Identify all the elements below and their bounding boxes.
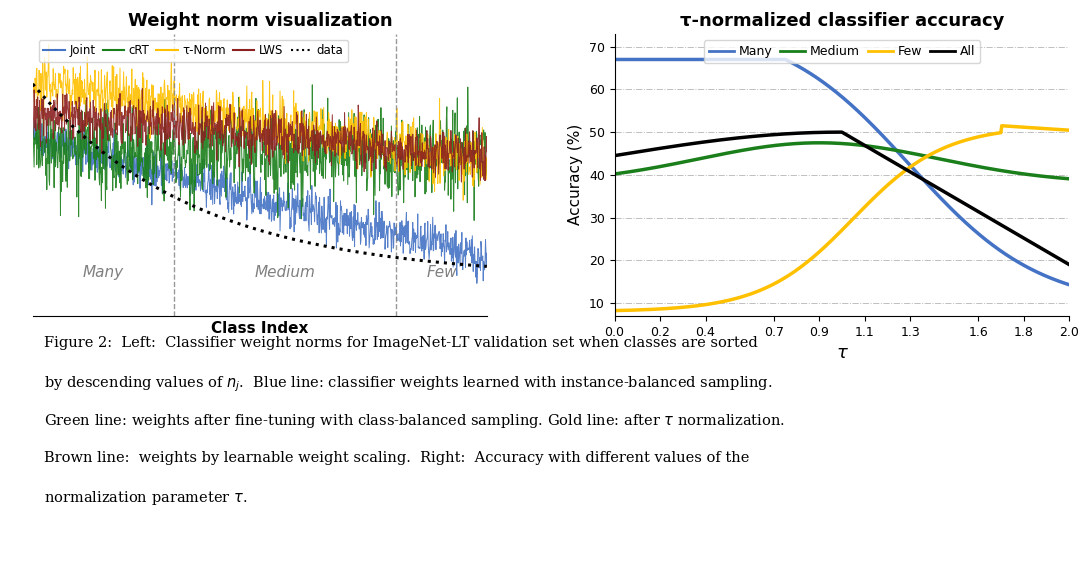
Title: Weight norm visualization: Weight norm visualization [128,11,393,29]
Text: Medium: Medium [254,265,315,280]
X-axis label: τ: τ [837,344,848,362]
Text: Green line: weights after fine-tuning with class-balanced sampling. Gold line: a: Green line: weights after fine-tuning wi… [44,412,784,430]
Text: Figure 2:  Left:  Classifier weight norms for ImageNet-LT validation set when cl: Figure 2: Left: Classifier weight norms … [44,336,757,350]
Y-axis label: Accuracy (%): Accuracy (%) [568,124,584,226]
Legend: Many, Medium, Few, All: Many, Medium, Few, All [704,40,980,63]
Text: Many: Many [83,265,123,280]
Text: by descending values of $n_j$.  Blue line: classifier weights learned with insta: by descending values of $n_j$. Blue line… [44,374,772,394]
Title: τ-normalized classifier accuracy: τ-normalized classifier accuracy [680,11,1004,29]
Text: normalization parameter $\tau$.: normalization parameter $\tau$. [44,489,248,507]
Text: Few: Few [427,265,457,280]
X-axis label: Class Index: Class Index [212,321,309,336]
Text: Brown line:  weights by learnable weight scaling.  Right:  Accuracy with differe: Brown line: weights by learnable weight … [44,451,750,465]
Legend: Joint, cRT, τ-Norm, LWS, data: Joint, cRT, τ-Norm, LWS, data [38,39,348,62]
